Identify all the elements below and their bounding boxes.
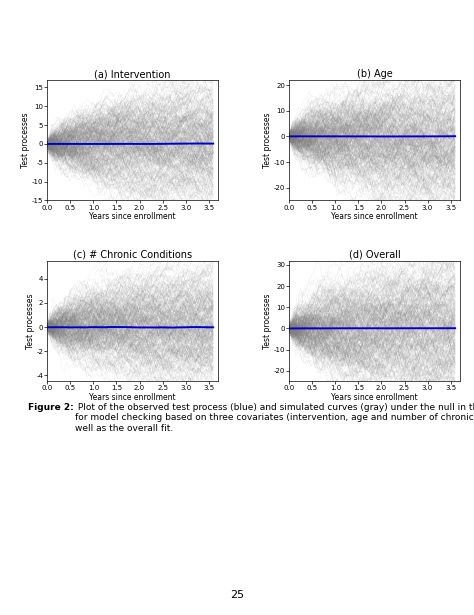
Title: (d) Overall: (d) Overall <box>349 250 401 260</box>
Text: 25: 25 <box>230 590 244 600</box>
Y-axis label: Test processes: Test processes <box>26 293 35 349</box>
X-axis label: Years since enrollment: Years since enrollment <box>331 393 418 402</box>
X-axis label: Years since enrollment: Years since enrollment <box>89 393 176 402</box>
Title: (b) Age: (b) Age <box>357 69 392 79</box>
X-axis label: Years since enrollment: Years since enrollment <box>331 212 418 221</box>
Text: Figure 2:: Figure 2: <box>28 403 74 412</box>
X-axis label: Years since enrollment: Years since enrollment <box>89 212 176 221</box>
Title: (c) # Chronic Conditions: (c) # Chronic Conditions <box>73 250 192 260</box>
Y-axis label: Test processes: Test processes <box>264 293 273 349</box>
Y-axis label: Test processes: Test processes <box>264 113 273 168</box>
Text: Plot of the observed test process (blue) and simulated curves (gray) under the n: Plot of the observed test process (blue)… <box>75 403 474 432</box>
Y-axis label: Test processes: Test processes <box>21 113 30 168</box>
Title: (a) Intervention: (a) Intervention <box>94 69 171 79</box>
